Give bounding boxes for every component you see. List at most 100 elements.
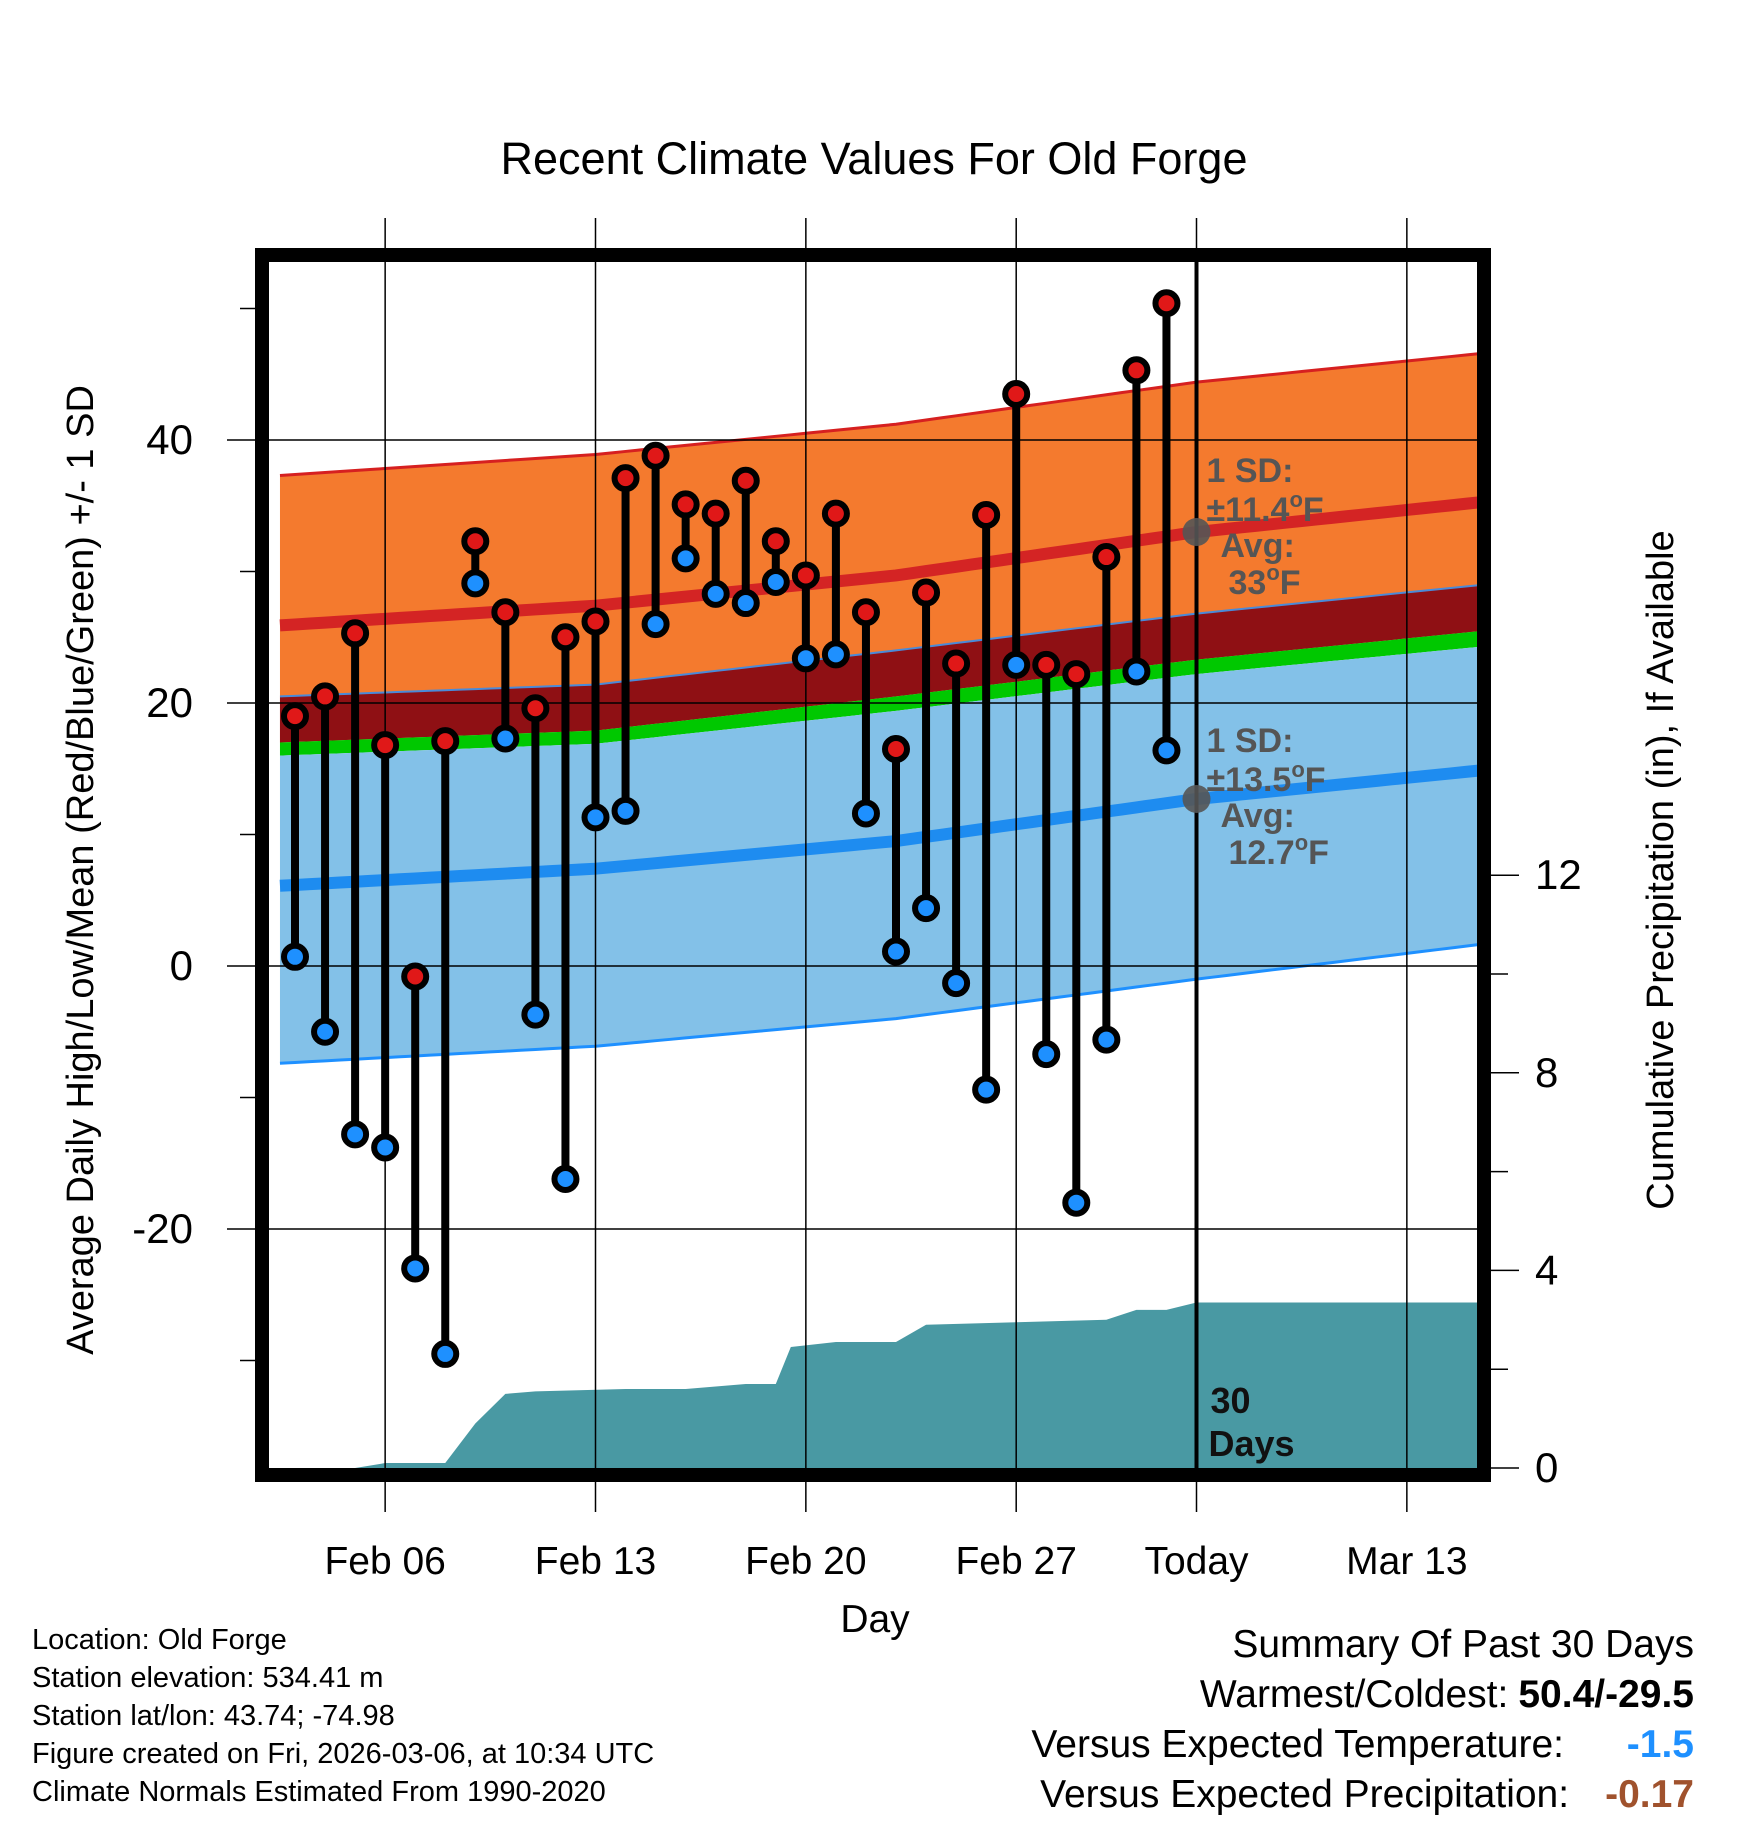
x-tick-label: Feb 20 <box>745 1540 866 1583</box>
high-temp-dot <box>671 490 700 519</box>
temp-versus-row: Versus Expected Temperature: -1.5 <box>1031 1720 1694 1770</box>
precip-versus-value: -0.17 <box>1605 1773 1694 1816</box>
high-lower-edge <box>279 583 1484 698</box>
daily-stems <box>291 303 1171 1354</box>
y-tick-label-left: 40 <box>146 416 193 463</box>
low-temp-dot <box>281 942 309 971</box>
precip-versus-label: Versus Expected Precipitation: <box>1040 1773 1570 1816</box>
high-temp-dot <box>912 578 941 607</box>
y-tick-label-right: 8 <box>1535 1049 1558 1096</box>
created-text: Figure created on Fri, 2026-03-06, at 10… <box>32 1738 655 1770</box>
low-temp-dot <box>701 579 730 608</box>
high-temp-dot <box>701 499 730 528</box>
high-temp-dot <box>281 702 309 731</box>
high-temp-dot <box>731 466 760 495</box>
mean-band <box>279 630 1484 756</box>
low-sd-unit: F <box>1305 761 1326 799</box>
high-temp-dot <box>1002 379 1031 408</box>
high-temp-dot <box>371 731 400 760</box>
low-avg-degree: o <box>1295 830 1308 855</box>
high-sd-unit: F <box>1303 491 1324 529</box>
high-temp-dot <box>761 527 790 556</box>
precip-area-layer <box>279 1302 1484 1468</box>
precip-versus-row: Versus Expected Precipitation: -0.17 <box>1031 1770 1694 1820</box>
y-axis-label-left: Average Daily High/Low/Mean (Red/Blue/Gr… <box>60 385 102 1355</box>
daily-dots <box>281 289 1181 1368</box>
axes: Feb 06 Feb 13 Feb 20 Feb 27 Today Mar 13 -20 0 2… <box>132 218 1582 1583</box>
high-temp-dot <box>942 649 971 678</box>
high-avg-label: Avg: <box>1221 527 1295 565</box>
low-lower-edge <box>279 942 1484 1065</box>
low-temp-dot <box>1122 657 1151 686</box>
low-temp-dot <box>641 610 670 639</box>
today-days-label-2: Days <box>1209 1423 1295 1464</box>
high-avg-degree: o <box>1266 560 1279 585</box>
y-tick-label-left: 0 <box>170 942 193 989</box>
high-temp-dot <box>431 727 460 756</box>
low-avg-value: 12.7oF <box>1229 830 1329 872</box>
precip-area <box>279 1302 1484 1468</box>
high-temp-dot <box>1032 650 1061 679</box>
low-temp-dot <box>1002 650 1031 679</box>
low-temp-dot <box>341 1120 370 1149</box>
high-temp-dot <box>551 623 580 652</box>
y-tick-label-right: 0 <box>1535 1444 1558 1491</box>
temp-versus-label: Versus Expected Temperature: <box>1031 1723 1564 1766</box>
location-text: Location: Old Forge <box>32 1624 287 1656</box>
low-temp-dot <box>551 1165 580 1194</box>
high-temp-dot <box>1092 543 1121 572</box>
x-tick-label: Feb 06 <box>324 1540 445 1583</box>
low-temp-dot <box>1092 1025 1121 1054</box>
low-sd-label: 1 SD: <box>1207 722 1294 760</box>
low-temp-dot <box>761 568 790 597</box>
warmest-value: 50.4/-29.5 <box>1518 1673 1694 1716</box>
elevation-text: Station elevation: 534.41 m <box>32 1662 384 1694</box>
low-temp-dot <box>521 1000 550 1029</box>
high-temp-dot <box>972 500 1001 529</box>
high-avg-value: 33oF <box>1229 560 1301 602</box>
low-temp-dot <box>821 640 850 669</box>
today-days-label-1: 30 <box>1211 1380 1251 1421</box>
low-temp-dot <box>972 1075 1001 1104</box>
high-temp-dot <box>851 598 880 627</box>
latlon-text: Station lat/lon: 43.74; -74.98 <box>32 1700 395 1732</box>
low-temp-dot <box>851 799 880 828</box>
warmest-coldest-row: Warmest/Coldest: 50.4/-29.5 <box>1031 1670 1694 1720</box>
low-temp-dot <box>1152 736 1181 765</box>
y-tick-label-right: 12 <box>1535 851 1582 898</box>
low-temp-dot <box>912 894 941 923</box>
low-temp-dot <box>1062 1188 1091 1217</box>
low-mean-line <box>279 764 1484 892</box>
x-tick-label: Today <box>1144 1540 1249 1583</box>
high-temp-dot <box>882 735 910 764</box>
high-sd-value: ±11.4oF <box>1207 487 1324 529</box>
x-tick-label: Feb 13 <box>535 1540 656 1583</box>
y-axis-label-right: Cumulative Precipitation (in), If Availa… <box>1640 530 1682 1209</box>
high-temp-dot <box>461 527 490 556</box>
low-temp-dot <box>401 1254 430 1283</box>
high-temp-dot <box>1152 289 1181 318</box>
high-temp-dot <box>821 499 850 528</box>
high-temp-dot <box>401 962 430 991</box>
low-sd-band <box>279 646 1484 1064</box>
summary-panel: Summary Of Past 30 Days Warmest/Coldest:… <box>1031 1620 1694 1820</box>
normals-text: Climate Normals Estimated From 1990-2020 <box>32 1776 606 1808</box>
temp-versus-value: -1.5 <box>1626 1723 1694 1766</box>
low-sd-degree: o <box>1291 757 1304 782</box>
low-avg-unit: F <box>1308 834 1329 872</box>
low-temp-dot <box>431 1339 460 1368</box>
y-tick-label-left: -20 <box>132 1205 193 1252</box>
low-temp-dot <box>611 796 640 825</box>
x-tick-label: Mar 13 <box>1346 1540 1467 1583</box>
low-temp-dot <box>942 969 971 998</box>
high-temp-dot <box>611 464 640 493</box>
high-upper-edge <box>279 351 1484 478</box>
high-temp-dot <box>791 561 820 590</box>
y-tick-label-right: 4 <box>1535 1246 1558 1293</box>
high-sd-label: 1 SD: <box>1207 452 1294 490</box>
low-temp-dot <box>791 644 820 673</box>
high-temp-dot <box>1062 660 1091 689</box>
